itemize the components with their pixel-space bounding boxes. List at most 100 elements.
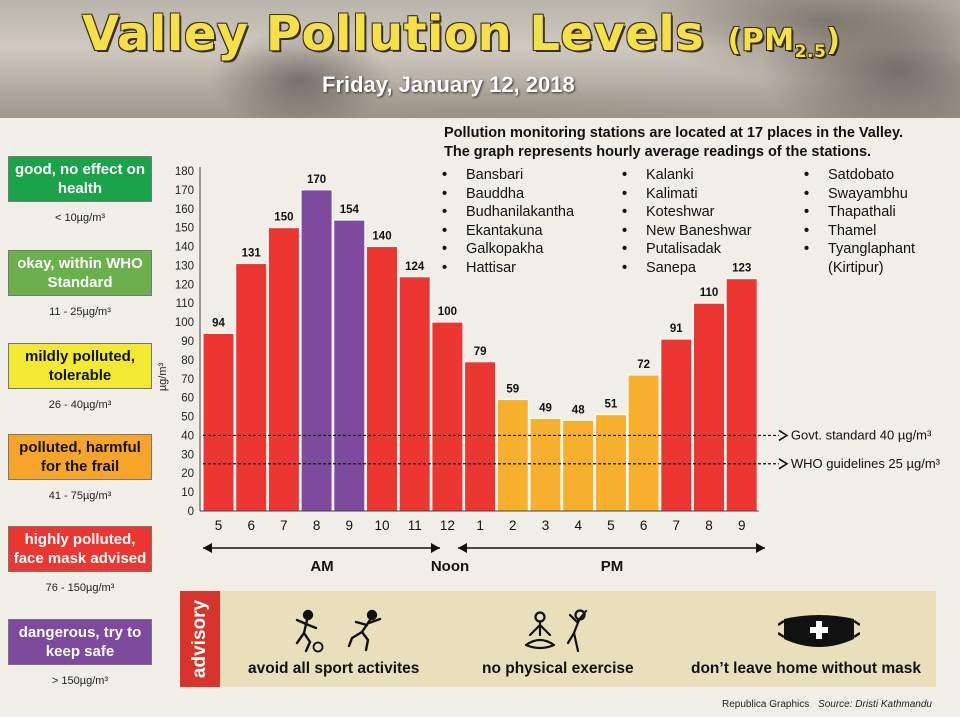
advisory-tab-label: advisory xyxy=(189,599,210,679)
y-axis-label: µg/m³ xyxy=(157,362,169,391)
y-tick-label: 110 xyxy=(176,298,194,310)
station-item: Kalimati xyxy=(620,185,752,204)
station-item: New Baneshwar xyxy=(620,222,752,241)
y-tick-label: 30 xyxy=(181,449,194,461)
station-list-2: KalankiKalimatiKoteshwarNew BaneshwarPut… xyxy=(620,166,752,278)
station-item: Bansbari xyxy=(440,166,574,185)
bar-value-label: 48 xyxy=(572,404,585,416)
footer-source: Source: Dristi Kathmandu xyxy=(818,699,932,710)
bar-hour-12 xyxy=(594,414,627,512)
bar-hour-11 xyxy=(562,419,595,512)
advisory-sport: avoid all sport activites xyxy=(248,660,420,677)
bar-hour-3 xyxy=(300,189,333,512)
bar-value-label: 94 xyxy=(212,317,225,329)
pm-subscript: 2.5 xyxy=(794,42,827,62)
station-item: Kalanki xyxy=(620,166,752,185)
legend-item: mildly polluted, tolerable 26 - 40µg/m³ xyxy=(8,343,152,411)
bar-value-label: 72 xyxy=(637,359,650,371)
station-item: Ekantakuna xyxy=(440,222,574,241)
pm-period-arrow-right-head xyxy=(756,543,765,553)
y-tick-label: 180 xyxy=(175,166,194,178)
advisory-tab: advisory xyxy=(180,591,220,687)
y-tick-label: 170 xyxy=(175,185,194,197)
legend-color-box: mildly polluted, tolerable xyxy=(8,343,152,389)
station-item: Bauddha xyxy=(440,185,574,204)
bar-hour-9 xyxy=(496,399,529,512)
bar-hour-2 xyxy=(267,227,300,512)
bar-value-label: 170 xyxy=(307,174,326,186)
bar-value-label: 110 xyxy=(700,287,719,299)
am-label: AM xyxy=(310,558,333,575)
bar-value-label: 91 xyxy=(670,323,683,335)
station-item: Budhanilakantha xyxy=(440,203,574,222)
legend-item: polluted, harmful for the frail 41 - 75µg… xyxy=(8,434,152,502)
header-banner: Valley Pollution Levels (PM2.5) Friday, … xyxy=(0,0,960,118)
x-tick-label: 10 xyxy=(374,518,389,533)
x-tick-label: 7 xyxy=(280,518,288,533)
banner-photo-haze xyxy=(0,0,960,118)
bar-value-label: 140 xyxy=(372,231,391,243)
y-tick-label: 50 xyxy=(181,412,194,424)
bar-value-label: 131 xyxy=(242,248,262,260)
y-tick-label: 70 xyxy=(181,374,194,386)
legend-range: 26 - 40µg/m³ xyxy=(48,399,112,411)
bar-value-label: 51 xyxy=(605,399,618,411)
station-list-3: SatdobatoSwayambhuThapathaliThamelTyangl… xyxy=(802,166,915,278)
bar-hour-8 xyxy=(464,361,497,512)
advisory-mask: don’t leave home without mask xyxy=(691,660,921,677)
y-tick-label: 20 xyxy=(181,468,194,480)
reference-arrow-icon xyxy=(778,458,789,470)
footer-credit: Republica Graphics Source: Dristi Kathma… xyxy=(722,699,932,710)
noon-label: Noon xyxy=(431,558,469,575)
bar-hour-5 xyxy=(366,246,398,512)
y-tick-label: 60 xyxy=(181,393,194,405)
station-list-1: BansbariBauddhaBudhanilakanthaEkantakuna… xyxy=(440,166,574,278)
sport-icon xyxy=(295,609,382,653)
bar-hour-16 xyxy=(725,278,758,512)
pm-label: PM xyxy=(601,558,624,575)
advisory-exercise: no physical exercise xyxy=(482,660,634,677)
reference-arrow-icon xyxy=(778,429,789,442)
station-item: Putalisadak xyxy=(620,240,752,259)
legend-range: 76 - 150µg/m³ xyxy=(45,582,115,594)
y-tick-label: 10 xyxy=(181,487,194,499)
legend-color-box: good, no effect on health xyxy=(8,156,152,202)
station-item: Koteshwar xyxy=(620,203,752,222)
legend-range: 11 - 25µg/m³ xyxy=(49,306,111,318)
station-item: Satdobato xyxy=(802,166,915,185)
y-tick-label: 130 xyxy=(175,260,194,272)
x-tick-label: 1 xyxy=(476,518,484,533)
bar-hour-10 xyxy=(529,417,562,512)
legend-item: good, no effect on health < 10µg/m³ xyxy=(8,156,152,224)
legend-color-box: polluted, harmful for the frail xyxy=(8,434,152,480)
bar-hour-0 xyxy=(202,332,235,512)
bar-hour-7 xyxy=(431,321,464,512)
bar-hour-4 xyxy=(333,219,366,512)
info-text: Pollution monitoring stations are locate… xyxy=(444,124,954,162)
x-tick-label: 6 xyxy=(247,518,255,533)
legend-range: > 150µg/m³ xyxy=(51,675,109,687)
am-period-arrow-right-head xyxy=(431,543,440,553)
y-tick-label: 120 xyxy=(175,279,194,291)
bar-value-label: 124 xyxy=(405,261,425,273)
y-tick-label: 140 xyxy=(175,242,194,254)
info-line-1: Pollution monitoring stations are locate… xyxy=(444,125,904,141)
station-item: Thapathali xyxy=(802,203,915,222)
am-period-arrow-left-head xyxy=(203,543,212,553)
bar-hour-1 xyxy=(235,263,268,512)
station-item: Hattisar xyxy=(440,259,574,278)
footer-credit-text: Republica Graphics xyxy=(722,699,810,710)
x-tick-label: 11 xyxy=(408,518,422,533)
legend-range: 41 - 75µg/m³ xyxy=(48,490,112,502)
station-item-continuation: (Kirtipur) xyxy=(828,259,884,276)
advisory-panel: advisory avoid all sport a xyxy=(180,591,936,687)
bar-hour-13 xyxy=(627,374,660,512)
info-line-2: The graph represents hourly average read… xyxy=(444,144,872,160)
x-tick-label: 12 xyxy=(440,518,455,533)
legend-color-box: okay, within WHO Standard xyxy=(8,250,152,296)
pollution-bar-chart: 0102030405060708090100110120130140150160… xyxy=(157,166,941,575)
page-date: Friday, January 12, 2018 xyxy=(322,72,575,97)
bar-value-label: 79 xyxy=(474,346,487,358)
reference-label: WHO guidelines 25 µg/m³ xyxy=(791,456,941,471)
legend-item: okay, within WHO Standard 11 - 25µg/m³ xyxy=(8,250,152,318)
